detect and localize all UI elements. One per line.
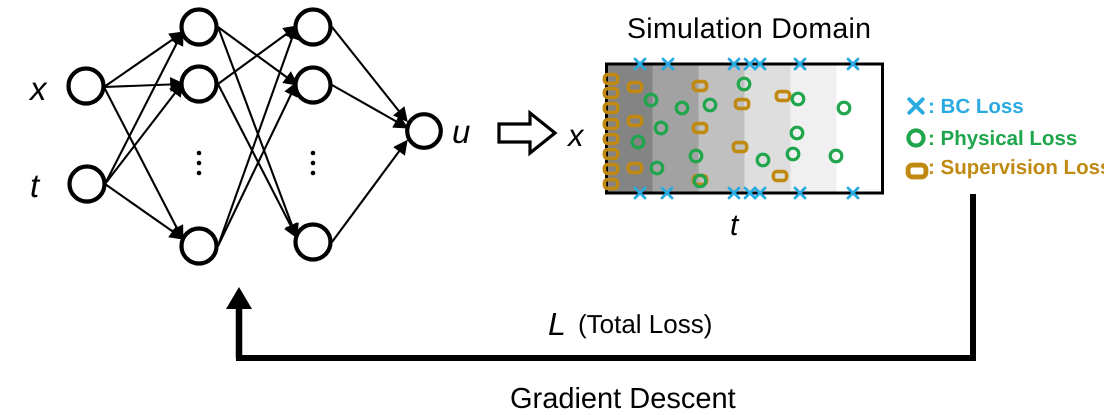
svg-text:Gradient Descent: Gradient Descent (510, 383, 736, 415)
svg-text:(Total Loss): (Total Loss) (578, 309, 712, 339)
svg-text:x: x (566, 118, 585, 153)
svg-text:L: L (548, 306, 566, 342)
svg-text:: Supervision Loss: : Supervision Loss (928, 156, 1104, 179)
svg-text:: BC Loss: : BC Loss (928, 95, 1024, 118)
svg-text:: Physical Loss: : Physical Loss (928, 127, 1077, 150)
svg-text:u: u (452, 113, 470, 150)
svg-text:Simulation Domain: Simulation Domain (627, 13, 871, 45)
svg-text:x: x (28, 70, 48, 107)
